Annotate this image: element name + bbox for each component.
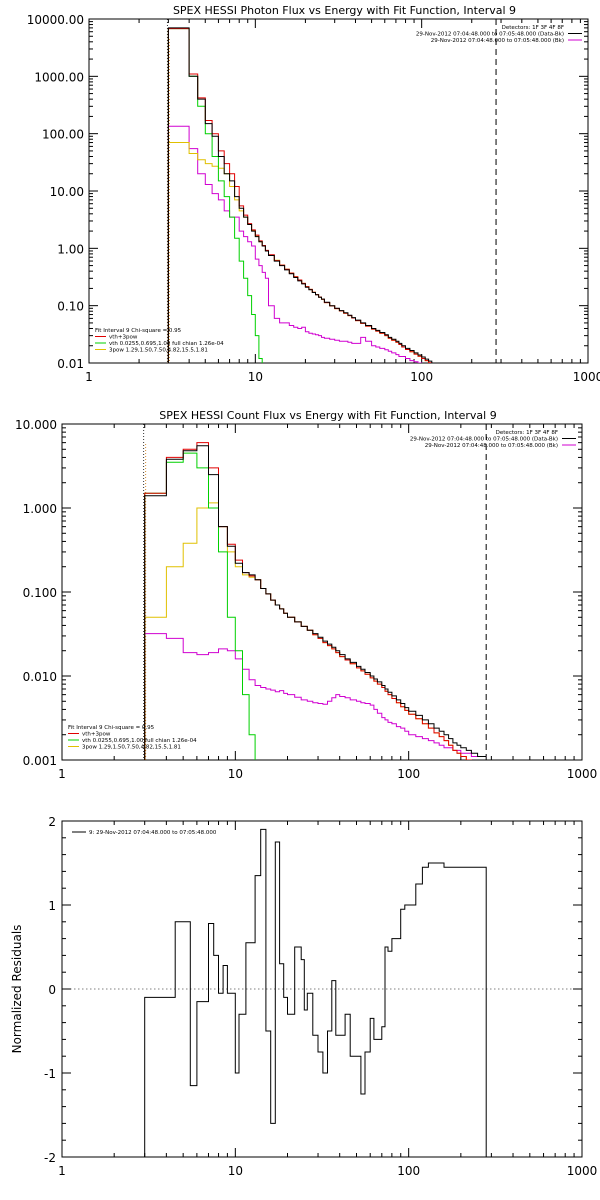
- x-tick-label: 1000: [573, 370, 600, 384]
- x-tick-label: 100: [397, 767, 420, 781]
- legend-bottom-left-entry: 3pow 1.29,1.50,7.50,4.82,15.5,1.81: [109, 348, 208, 354]
- series-line-background_series: [144, 633, 487, 760]
- legend-top-right-entry: 29-Nov-2012 07:04:48.000 to 07:05:48.000…: [416, 32, 564, 38]
- chart-panel-2: SPEX HESSI Count Flux vs Energy with Fit…: [15, 409, 597, 781]
- y-tick-label: 0: [48, 983, 56, 997]
- y-tick-label: 1: [48, 899, 56, 913]
- chart-panel-1: SPEX HESSI Photon Flux vs Energy with Fi…: [27, 4, 600, 384]
- axes-frame: [88, 18, 589, 364]
- legend-top-right-entry: Detectors: 1F 3F 4F 8F: [496, 430, 558, 436]
- legend-bottom-left-entry: 3pow 1.29,1.50,7.50,4.82,15.5,1.81: [82, 745, 181, 751]
- chart-title: SPEX HESSI Photon Flux vs Energy with Fi…: [173, 4, 516, 17]
- x-tick-label: 1: [58, 1164, 66, 1178]
- plot-area: [166, 19, 497, 363]
- x-tick-label: 100: [410, 370, 433, 384]
- series-line-sum_model: [167, 28, 433, 363]
- x-tick-label: 100: [397, 1164, 420, 1178]
- y-tick-label: -2: [44, 1151, 56, 1165]
- y-tick-label: 2: [48, 815, 56, 829]
- x-tick-label: 1: [58, 767, 66, 781]
- y-tick-label: -1: [44, 1067, 56, 1081]
- series-line-sum_model: [144, 442, 472, 760]
- plot-area: [143, 424, 487, 760]
- x-tick-label: 10: [248, 370, 263, 384]
- legend-top-left-entry: 9: 29-Nov-2012 07:04:48.000 to 07:05:48.…: [89, 830, 217, 836]
- legend-bottom-left-entry: vth 0.0255,0.695,1.00 full chian 1.26e-0…: [109, 341, 224, 347]
- y-tick-label: 10.00: [50, 185, 84, 199]
- series-line-thermal: [144, 452, 256, 760]
- x-tick-label: 10: [228, 1164, 243, 1178]
- y-tick-label: 0.001: [23, 754, 57, 768]
- legend-top-right-entry: 29-Nov-2012 07:04:48.000 to 07:05:48.000…: [410, 437, 558, 443]
- y-tick-label: 0.10: [57, 300, 84, 314]
- series-line-powerlaw: [144, 502, 467, 760]
- legend-bottom-left-entry: vth 0.0255,0.695,1.00 full chian 1.26e-0…: [82, 738, 197, 744]
- y-tick-label: 0.01: [57, 357, 84, 371]
- legend-bottom-left-entry: vth+3pow: [109, 335, 138, 341]
- x-tick-label: 1000: [567, 767, 598, 781]
- legend-top-right-entry: 29-Nov-2012 07:04:48.000 to 07:05:48.000…: [425, 443, 558, 449]
- legend-bottom-left-entry: vth+3pow: [82, 732, 111, 738]
- y-tick-label: 1.000: [23, 502, 57, 516]
- y-tick-label: 100.00: [42, 128, 84, 142]
- chart-title: SPEX HESSI Count Flux vs Energy with Fit…: [159, 409, 496, 422]
- x-tick-label: 1000: [567, 1164, 598, 1178]
- legend-bottom-left-entry: Fit Interval 9 Chi-square = 0.95: [95, 328, 182, 334]
- y-tick-label: 10.000: [15, 418, 57, 432]
- x-tick-label: 10: [228, 767, 243, 781]
- x-tick-label: 1: [85, 370, 93, 384]
- plot-area: [144, 828, 487, 1157]
- series-line-background_series: [167, 125, 423, 363]
- y-axis-label: Normalized Residuals: [10, 925, 24, 1054]
- axes-frame: [61, 423, 583, 761]
- y-tick-label: 0.010: [23, 670, 57, 684]
- series-line-residual: [144, 828, 487, 1157]
- y-tick-label: 1.00: [57, 242, 84, 256]
- chart-panel-3: 1 10 100 1000 -2 -1 0 1 2 Normalized Residuals 9: …: [10, 815, 597, 1178]
- legend-top-right-entry: 29-Nov-2012 07:04:48.000 to 07:05:48.000…: [431, 38, 564, 44]
- y-tick-label: 10000.00: [27, 13, 84, 27]
- legend-bottom-left-entry: Fit Interval 9 Chi-square = 0.95: [68, 725, 155, 731]
- y-tick-label: 0.100: [23, 586, 57, 600]
- series-line-thermal: [167, 28, 263, 363]
- series-line-total: [144, 445, 487, 760]
- y-tick-label: 1000.00: [34, 70, 84, 84]
- legend-top-right-entry: Detectors: 1F 3F 4F 8F: [502, 25, 564, 31]
- series-line-total: [167, 27, 436, 363]
